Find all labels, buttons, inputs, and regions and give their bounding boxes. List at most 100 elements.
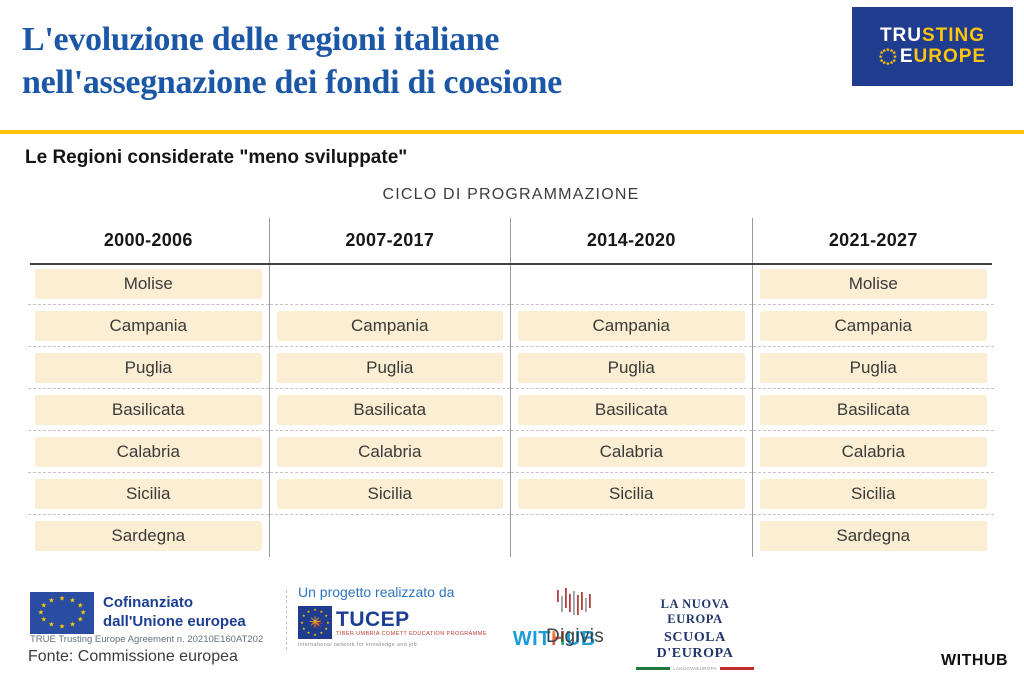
region-slot: Puglia: [752, 347, 994, 389]
header-underline: [30, 263, 992, 265]
page-title-line2: nell'assegnazione dei fondi di coesione: [22, 64, 562, 102]
table-grid: 2000-2006 Molise Campania Puglia Basilicata C…: [28, 218, 994, 557]
page-title: L'evoluzione delle regioni italiane nell…: [22, 18, 842, 104]
region-cell: Campania: [276, 310, 503, 341]
region-slot: Calabria: [511, 431, 752, 473]
cycle-column: 2014-2020 Campania Puglia Basilicata Calabri…: [511, 218, 753, 557]
region-slot: [270, 515, 511, 557]
region-cell: Puglia: [35, 352, 262, 383]
region-cell: Calabria: [759, 436, 987, 467]
tucep-subtext: TIBER UMBRIA COMETT EDUCATION PROGRAMME: [336, 630, 487, 637]
region-slot: Calabria: [28, 431, 269, 473]
chart-subtitle: Le Regioni considerate "meno sviluppate": [25, 147, 408, 168]
logo-text-e: E: [899, 46, 914, 67]
tucep-tagline: international network for knowledge and …: [298, 642, 417, 648]
nuova-europa-logo: LA NUOVA EUROPA SCUOLA D'EUROPA LANUOVAE…: [635, 597, 755, 671]
region-cell: Calabria: [518, 436, 745, 467]
logo-text-tru: TRU: [879, 25, 922, 47]
tucep-emblem-icon: ✳ ★ ★ ★ ★ ★ ★ ★ ★ ★ ★ ★ ★: [298, 606, 332, 639]
region-cell: Basilicata: [518, 394, 745, 425]
region-cell: Campania: [518, 310, 745, 341]
region-cell: Basilicata: [276, 394, 503, 425]
region-slot: Campania: [269, 305, 510, 347]
region-slot: Calabria: [752, 431, 994, 473]
region-slot: Sardegna: [28, 515, 269, 557]
cycle-column-header: 2007-2017: [345, 230, 435, 250]
project-logos: ✳ ★ ★ ★ ★ ★ ★ ★ ★ ★ ★ ★ ★ TUCEP TIBER UMBRIA COMETT…: [298, 606, 596, 651]
cycle-column: 2007-2017 Campania Puglia Basilicata Calabri…: [269, 218, 511, 557]
region-cell: Calabria: [276, 436, 503, 467]
cycle-column-header: 2000-2006: [103, 230, 193, 250]
withub-h: H: [550, 628, 566, 650]
region-slot: [269, 263, 510, 305]
region-cell: Campania: [759, 310, 987, 341]
eu-funding-block: ★ ★ ★ ★ ★ ★ ★ ★ ★ ★ ★ ★ Cofinanziato dall'Unione eu…: [30, 592, 246, 634]
tucep-logo: ✳ ★ ★ ★ ★ ★ ★ ★ ★ ★ ★ ★ ★ TUCEP TIBER UMBRIA COMETT…: [298, 606, 487, 648]
region-slot: Sicilia: [752, 473, 994, 515]
region-slot: Sicilia: [269, 473, 510, 515]
region-slot: Sicilia: [511, 473, 752, 515]
region-cell: Puglia: [518, 352, 745, 383]
nuova-europa-line2: SCUOLA D'EUROPA: [656, 630, 734, 661]
withub-wit: WIT: [512, 628, 551, 650]
region-slot: Molise: [752, 263, 994, 305]
tucep-wordmark: TUCEP: [336, 607, 410, 631]
digivis-logo: Digivis: [540, 586, 610, 648]
nuova-europa-line1: LA NUOVA EUROPA: [660, 597, 730, 626]
region-slot: Sicilia: [28, 473, 269, 515]
accent-rule: [0, 130, 1024, 134]
region-slot: [511, 263, 752, 305]
trusting-europe-line2: ★ ★ ★ ★ ★ ★ ★ ★ ★ ★ ★ ★ E UROPE: [879, 47, 986, 67]
region-cell: Campania: [35, 310, 262, 341]
source-label: Fonte: Commissione europea: [28, 648, 238, 665]
logo-text-sting: STING: [922, 25, 986, 47]
footer-divider: [286, 590, 287, 650]
region-slot: Campania: [511, 305, 752, 347]
region-cell: Puglia: [276, 352, 503, 383]
region-slot: Campania: [28, 305, 269, 347]
region-slot: [511, 515, 752, 557]
region-slot: Puglia: [269, 347, 510, 389]
column-axis-label: CICLO DI PROGRAMMAZIONE: [382, 186, 640, 203]
eu-stars-icon: ★ ★ ★ ★ ★ ★ ★ ★ ★ ★ ★ ★: [878, 46, 899, 66]
region-cell: Sardegna: [35, 521, 262, 551]
region-slot: Campania: [752, 305, 994, 347]
digivis-wordmark: Digivis: [545, 626, 605, 647]
page-title-line1: L'evoluzione delle regioni italiane: [22, 21, 500, 58]
tucep-figure-icon: ✳: [308, 613, 322, 631]
tricolor-red: [719, 667, 754, 670]
region-slot: Basilicata: [752, 389, 994, 431]
region-cell: Basilicata: [759, 394, 987, 425]
project-label: Un progetto realizzato da: [298, 584, 455, 600]
region-slot: Basilicata: [28, 389, 269, 431]
cycle-column-header: 2014-2020: [586, 230, 676, 250]
logo-text-urope: UROPE: [913, 46, 987, 67]
region-slot: Basilicata: [269, 389, 510, 431]
project-block: Un progetto realizzato da ✳ ★ ★ ★ ★ ★ ★ ★ ★ ★ ★ ★ ★…: [298, 584, 596, 651]
digivis-bars-icon: [557, 588, 591, 615]
region-cell: Sicilia: [35, 478, 262, 509]
trusting-europe-logo: TRU STING ★ ★ ★ ★ ★ ★ ★ ★ ★ ★ ★ ★ E UROPE: [852, 7, 1013, 86]
region-cell: Sicilia: [759, 478, 987, 509]
cycle-column: 2000-2006 Molise Campania Puglia Basilicata C…: [28, 218, 270, 557]
withub-center-wordmark: WITHUB: [513, 628, 596, 651]
eu-flag-icon: ★ ★ ★ ★ ★ ★ ★ ★ ★ ★ ★ ★: [30, 592, 94, 634]
region-cell: Molise: [759, 268, 987, 299]
cycle-column-header: 2021-2027: [828, 230, 918, 250]
cofinanziato-label: Cofinanziato dall'Unione europea: [103, 592, 246, 632]
cycles-table: CICLO DI PROGRAMMAZIONE 2000-2006 Molise C…: [28, 186, 994, 557]
nuova-europa-tiny: LANUOVAEUROPA: [673, 666, 717, 671]
cofinanziato-line2: dall'Unione europea: [103, 612, 246, 630]
region-cell: Molise: [35, 268, 262, 299]
region-slot: Puglia: [511, 347, 752, 389]
tricolor-rule: LANUOVAEUROPA: [635, 666, 755, 671]
region-cell: Sicilia: [518, 478, 745, 509]
region-slot: Sardegna: [753, 515, 995, 557]
cofinanziato-line1: Cofinanziato: [103, 594, 193, 611]
region-slot: Basilicata: [511, 389, 752, 431]
region-slot: Molise: [28, 263, 269, 305]
region-slot: Puglia: [28, 347, 269, 389]
region-cell: Sicilia: [276, 478, 503, 509]
agreement-number: TRUE Trusting Europe Agreement n. 20210E…: [30, 634, 264, 645]
